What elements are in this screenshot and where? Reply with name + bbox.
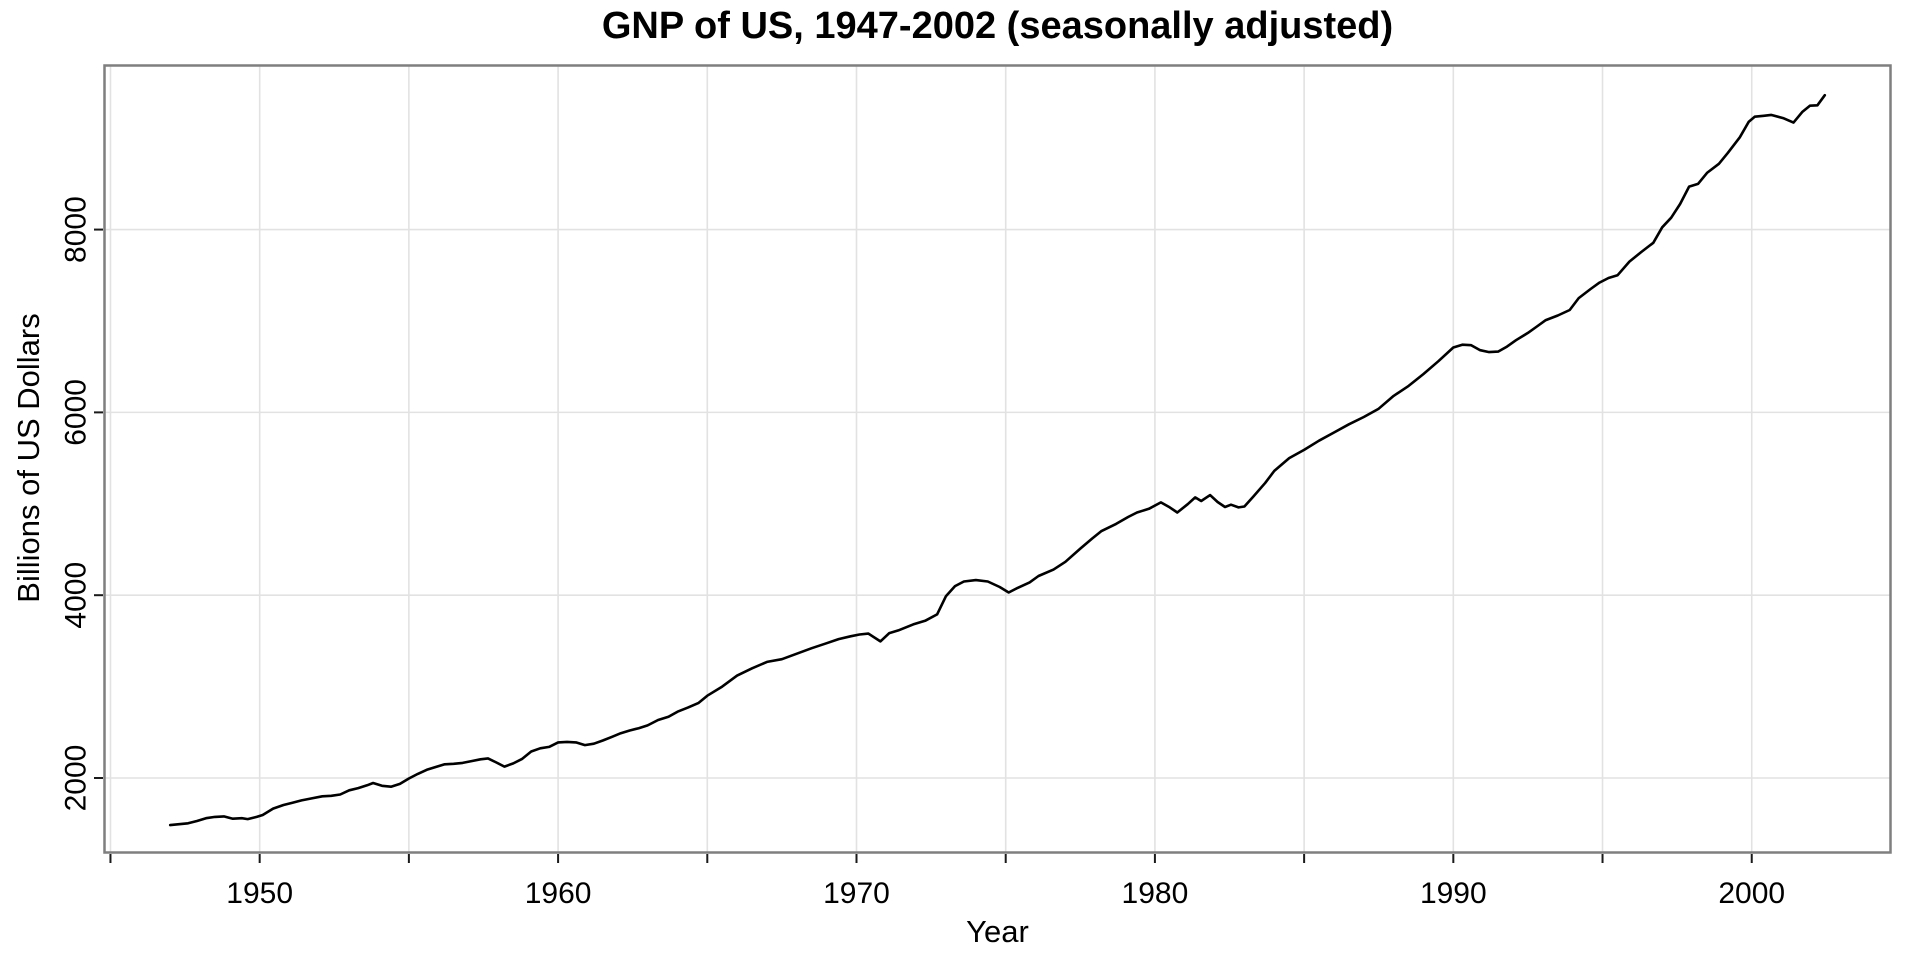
y-tick-label: 4000 xyxy=(60,562,93,629)
x-tick-label: 1970 xyxy=(823,877,890,910)
gnp-line xyxy=(168,93,1827,827)
x-tick-label: 1950 xyxy=(226,877,293,910)
chart-title: GNP of US, 1947-2002 (seasonally adjuste… xyxy=(601,5,1394,47)
x-tick-label: 1980 xyxy=(1122,877,1189,910)
x-axis-title: Year xyxy=(966,914,1029,949)
y-tick-label: 6000 xyxy=(60,379,93,446)
y-tick-label: 8000 xyxy=(60,196,93,263)
y-tick-label: 2000 xyxy=(60,745,93,812)
x-tick-label: 1990 xyxy=(1420,877,1487,910)
panel-border xyxy=(103,64,1892,854)
x-tick-label: 2000 xyxy=(1718,877,1785,910)
x-tick-label: 1960 xyxy=(525,877,592,910)
